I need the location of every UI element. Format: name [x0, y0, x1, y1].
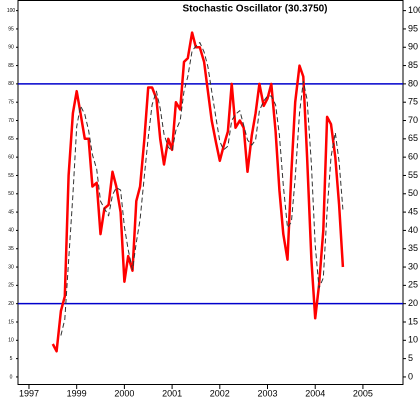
x-tick-label: 2005: [353, 388, 373, 398]
y-tick-label: 75: [408, 97, 418, 107]
y-tick-label: 45: [408, 206, 418, 216]
y-tick-label: 5: [10, 356, 13, 362]
y-tick-label: 0: [10, 374, 13, 380]
y-tick-label: 25: [408, 280, 418, 290]
y-tick-label: 85: [408, 60, 418, 70]
y-tick-label: 70: [8, 118, 14, 124]
x-tick-label: 2003: [257, 388, 277, 398]
plot-frame: [17, 0, 404, 385]
y-tick-label: 65: [8, 136, 14, 142]
y-tick-label: 60: [408, 152, 418, 162]
y-tick-label: 40: [8, 228, 14, 234]
x-tick-label: 2004: [305, 388, 325, 398]
y-tick-label: 15: [408, 316, 418, 326]
x-tick-label: 2001: [162, 388, 182, 398]
y-tick-label: 40: [408, 225, 418, 235]
y-tick-label: 20: [408, 298, 418, 308]
y-tick-label: 15: [8, 319, 14, 325]
y-tick-label: 75: [8, 100, 14, 106]
y-tick-label: 80: [8, 81, 14, 87]
series-line: [60, 42, 344, 336]
x-tick-label: 1999: [67, 388, 87, 398]
y-tick-label: 95: [8, 26, 14, 32]
y-tick-label: 65: [408, 133, 418, 143]
x-tick-label: 1997: [19, 388, 39, 398]
y-tick-label: 100: [408, 5, 420, 15]
y-tick-label: 50: [8, 191, 14, 197]
y-tick-label: 90: [408, 42, 418, 52]
y-tick-label: 50: [408, 188, 418, 198]
y-tick-label: 85: [8, 63, 14, 69]
y-tick-label: 30: [8, 264, 14, 270]
y-tick-label: 80: [408, 78, 418, 88]
y-tick-label: 70: [408, 115, 418, 125]
y-tick-label: 0: [408, 371, 413, 381]
y-tick-label: 35: [8, 246, 14, 252]
y-tick-label: 100: [7, 8, 16, 14]
series-line: [51, 31, 345, 353]
y-tick-label: 55: [408, 170, 418, 180]
y-tick-label: 20: [8, 301, 14, 307]
y-tick-label: 30: [408, 261, 418, 271]
y-tick-label: 90: [8, 45, 14, 51]
y-tick-label: 95: [408, 23, 418, 33]
y-tick-label: 10: [408, 335, 418, 345]
x-tick-label: 2000: [114, 388, 134, 398]
chart-title: Stochastic Oscillator (30.3750): [182, 4, 327, 15]
x-tick-label: 2002: [210, 388, 230, 398]
y-tick-label: 5: [408, 353, 413, 363]
y-tick-label: 25: [8, 283, 14, 289]
y-tick-label: 55: [8, 173, 14, 179]
y-tick-label: 60: [8, 154, 14, 160]
y-tick-label: 35: [408, 243, 418, 253]
y-tick-label: 10: [8, 338, 14, 344]
y-tick-label: 45: [8, 209, 14, 215]
